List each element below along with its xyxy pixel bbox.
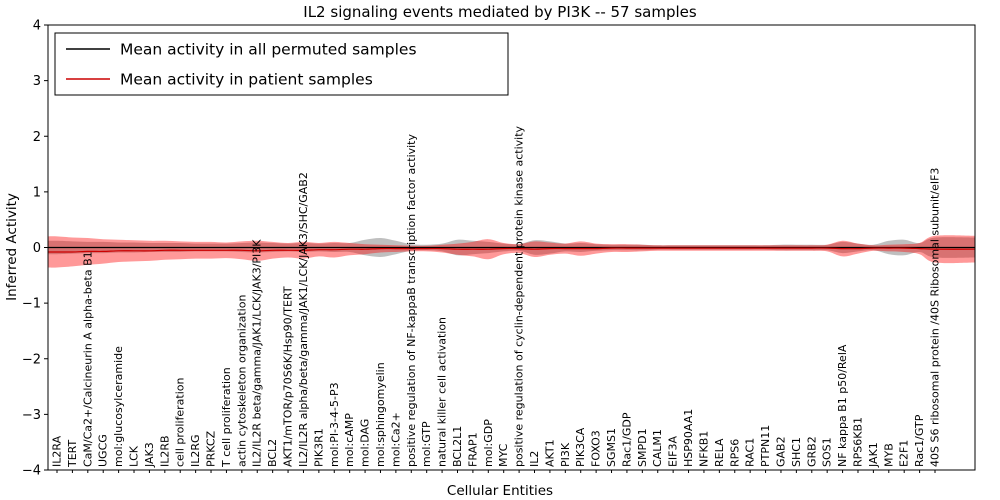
x-tick-label: PIK3R1 (312, 428, 325, 467)
x-tick-label: SGMS1 (605, 428, 618, 467)
patient-mean-line (48, 247, 975, 253)
y-tick-label: −3 (22, 408, 41, 423)
x-tick-label: SMPD1 (636, 428, 649, 467)
x-tick-label: E2F1 (898, 440, 911, 467)
y-tick-label: 3 (33, 74, 41, 89)
y-tick-label: 0 (33, 241, 41, 256)
x-axis-title: Cellular Entities (446, 483, 554, 499)
x-tick-label: cell proliferation (174, 377, 187, 467)
x-tick-label: SOS1 (821, 437, 834, 467)
x-tick-label: mol:sphingomyelin (374, 362, 387, 467)
x-tick-label: EIF3A (667, 435, 680, 467)
patient-std-band (48, 235, 975, 268)
x-tick-label: TERT (66, 439, 79, 468)
x-tick-label: NF kappa B1 p50/RelA (836, 344, 849, 467)
x-tick-label: CaM/Ca2+/Calcineurin A alpha-beta B1 (81, 251, 94, 467)
x-tick-label: CALM1 (651, 429, 664, 467)
x-tick-label: HSP90AA1 (682, 409, 695, 467)
y-axis-title: Inferred Activity (4, 193, 20, 301)
x-tick-label: mol:cAMP (343, 413, 356, 467)
x-tick-label: PRKCZ (205, 430, 218, 467)
legend: Mean activity in all permuted samples Mea… (54, 32, 509, 96)
x-tick-label: Rac1/GTP (913, 414, 926, 467)
x-tick-label: GRB2 (805, 436, 818, 467)
x-tick-label: JAK3 (143, 442, 156, 468)
x-tick-label: IL2RG (189, 434, 202, 467)
x-tick-label: IL2RB (158, 435, 171, 467)
x-tick-label: AKT1/mTOR/p70S6K/Hsp90/TERT (282, 286, 295, 467)
x-tick-label: MYB (882, 443, 895, 467)
y-tick-label: 1 (33, 185, 41, 200)
x-tick-label: FOXO3 (590, 430, 603, 467)
legend-box (54, 32, 509, 96)
x-tick-label: mol:PI-3-4-5-P3 (328, 382, 341, 467)
x-tick-label: IL2/IL2R alpha/beta/gamma/JAK1/LCK/JAK3/… (297, 172, 310, 467)
x-tick-label: actin cytoskeleton organization (235, 295, 248, 467)
x-tick-label: mol:Ca2+ (389, 412, 402, 467)
x-tick-label: BCL2 (266, 439, 279, 467)
x-tick-label: MYC (497, 443, 510, 467)
x-tick-label: FRAP1 (466, 432, 479, 467)
x-tick-label: RPS6 (728, 439, 741, 467)
x-tick-label: T cell proliferation (220, 367, 233, 468)
y-tick-label: −4 (22, 464, 41, 479)
x-tick-label: LCK (128, 445, 141, 467)
x-tick-label: NFKB1 (697, 431, 710, 467)
x-tick-label: mol:GTP (420, 421, 433, 467)
x-tick-label: UGCG (97, 434, 110, 467)
x-tick-label: mol:glucosylceramide (112, 346, 125, 467)
x-tick-label: natural killer cell activation (436, 317, 449, 467)
x-tick-label: 40S S6 ribosomal protein /40S Ribosomal … (929, 168, 942, 467)
y-tick-label: −1 (22, 297, 41, 312)
x-tick-label: PIK3CA (574, 427, 587, 467)
legend-label-0: Mean activity in all permuted samples (120, 41, 417, 59)
x-tick-label: IL2/IL2R beta/gamma/JAK1/LCK/JAK3/PI3K (251, 239, 264, 467)
x-tick-label: positive regulation of NF-kappaB transcr… (405, 133, 418, 467)
legend-label-1: Mean activity in patient samples (120, 71, 373, 89)
x-tick-label: IL2RA (51, 435, 64, 467)
x-tick-label: GAB2 (774, 436, 787, 467)
x-tick-label: PTPN11 (759, 425, 772, 467)
x-tick-label: positive regulation of cyclin-dependent … (513, 125, 526, 467)
x-tick-label: IL2 (528, 451, 541, 467)
y-tick-label: 2 (33, 130, 41, 145)
y-tick-label: 4 (33, 19, 41, 34)
x-tick-label: JAK1 (867, 442, 880, 468)
x-tick-label: Rac1/GDP (620, 412, 633, 467)
x-tick-label: mol:GDP (482, 419, 495, 467)
x-tick-label: AKT1 (543, 439, 556, 467)
x-tick-label: RPS6KB1 (851, 417, 864, 467)
x-tick-label: mol:DAG (359, 419, 372, 467)
x-tick-label: SHC1 (790, 437, 803, 467)
x-tick-label: RAC1 (744, 438, 757, 467)
x-tick-label: PI3K (559, 442, 572, 467)
x-tick-label: RELA (713, 438, 726, 467)
y-tick-label: −2 (22, 352, 41, 367)
x-tick-label: BCL2L1 (451, 426, 464, 467)
